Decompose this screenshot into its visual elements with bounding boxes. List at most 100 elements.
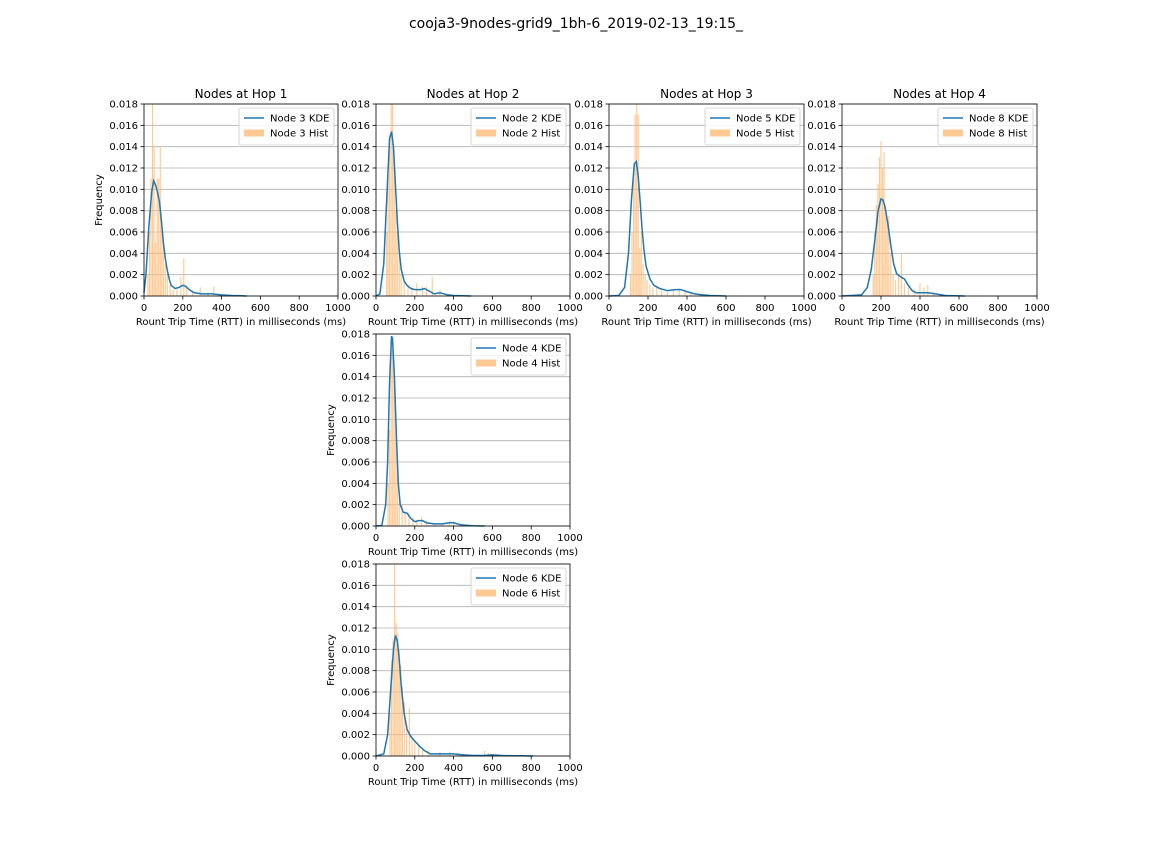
- x-tick-label: 1000: [791, 303, 816, 314]
- hist-bar: [903, 283, 905, 296]
- legend-label: Node 8 Hist: [969, 129, 1027, 140]
- hist-bar: [150, 178, 152, 296]
- hist-bar: [395, 622, 397, 756]
- hist-bar: [388, 430, 391, 526]
- hist-bar: [418, 743, 420, 756]
- x-tick-label: 200: [871, 303, 890, 314]
- y-tick-label: 0.010: [574, 185, 603, 196]
- y-tick-label: 0.008: [574, 206, 603, 217]
- axes-frame: [375, 333, 571, 527]
- hist-bar: [395, 210, 397, 296]
- y-tick-label: 0.006: [341, 228, 370, 239]
- hist-bar: [388, 146, 391, 296]
- y-tick-label: 0.000: [341, 292, 370, 303]
- hist-bar: [183, 258, 185, 296]
- hist-bar: [652, 287, 654, 296]
- hist-bar: [401, 686, 403, 756]
- y-tick-label: 0.010: [341, 185, 370, 196]
- hist-bar: [392, 350, 394, 526]
- x-tick-label: 400: [910, 303, 929, 314]
- x-tick-label: 800: [522, 303, 541, 314]
- y-tick-label: 0.000: [574, 292, 603, 303]
- hist-bar: [155, 242, 157, 296]
- hist-bar: [390, 660, 393, 756]
- hist-bar: [403, 280, 405, 296]
- hist-bar: [897, 274, 900, 296]
- y-tick-label: 0.004: [341, 709, 370, 720]
- hist-bar: [166, 274, 168, 296]
- kde-line: [143, 178, 247, 297]
- x-tick-label: 600: [483, 303, 502, 314]
- x-tick-label: 0: [373, 303, 379, 314]
- x-tick-label: 400: [212, 303, 231, 314]
- hist-bar: [400, 274, 402, 296]
- hist-bar: [684, 290, 686, 296]
- y-tick-label: 0.006: [807, 228, 836, 239]
- y-tick-label: 0.014: [574, 142, 603, 153]
- y-tick-label: 0.010: [341, 415, 370, 426]
- hist-bar: [176, 289, 178, 296]
- legend-label: Node 8 KDE: [969, 114, 1028, 125]
- hist-bar: [886, 221, 888, 296]
- hist-bar: [644, 274, 646, 296]
- hist-bar: [880, 141, 882, 296]
- hist-bar: [690, 292, 692, 296]
- hist-bar: [158, 178, 160, 296]
- legend-label: Node 4 Hist: [502, 359, 560, 370]
- figure-title: cooja3-9nodes-grid9_1bh-6_2019-02-13_19:…: [409, 16, 744, 32]
- y-axis-label: Frequency: [326, 634, 337, 686]
- hist-bar: [888, 216, 890, 296]
- axes-frame: [375, 103, 571, 297]
- legend-label: Node 2 Hist: [502, 129, 560, 140]
- legend-label: Node 6 Hist: [502, 589, 560, 600]
- hist-bar: [148, 232, 151, 296]
- hist-series: [629, 104, 692, 297]
- hist-bar: [389, 713, 391, 756]
- hist-bar: [414, 740, 416, 756]
- y-tick-label: 0.008: [341, 436, 370, 447]
- x-tick-label: 200: [405, 533, 424, 544]
- x-tick-label: 400: [444, 763, 463, 774]
- axes-frame: [375, 563, 571, 757]
- y-tick-label: 0.004: [341, 249, 370, 260]
- hist-bar: [923, 287, 925, 296]
- hist-bar: [913, 289, 915, 296]
- y-tick-label: 0.016: [341, 581, 370, 592]
- hist-bar: [874, 232, 876, 296]
- hist-bar: [878, 157, 881, 296]
- hist-bar: [386, 232, 388, 296]
- hist-bar: [421, 517, 423, 526]
- x-tick-label: 800: [522, 763, 541, 774]
- y-tick-label: 0.004: [109, 249, 138, 260]
- y-tick-label: 0.018: [109, 100, 138, 111]
- subplot-title: Nodes at Hop 4: [893, 87, 986, 101]
- y-tick-label: 0.008: [341, 206, 370, 217]
- x-tick-label: 200: [405, 303, 424, 314]
- hist-series: [389, 564, 490, 756]
- hist-series: [872, 141, 935, 296]
- hist-bar: [637, 114, 639, 297]
- subplot-title: Nodes at Hop 3: [660, 87, 753, 101]
- hist-bar: [666, 291, 669, 296]
- y-tick-label: 0.012: [807, 164, 836, 175]
- hist-bar: [396, 232, 398, 296]
- subplot-5: 0.000 0.002 0.004 0.006 0.008 0.010 0.012 0.014…: [326, 330, 583, 559]
- y-tick-label: 0.010: [109, 185, 138, 196]
- hist-bar: [890, 253, 892, 296]
- hist-bar: [408, 708, 410, 756]
- hist-bar: [403, 702, 405, 756]
- y-axis-label: Frequency: [94, 174, 105, 226]
- x-tick-label: 800: [755, 303, 774, 314]
- y-tick-label: 0.004: [574, 249, 603, 260]
- hist-bar: [411, 287, 413, 296]
- hist-bar: [412, 517, 414, 526]
- subplot-title: Nodes at Hop 1: [195, 87, 288, 101]
- subplot-3: 0.000 0.002 0.004 0.006 0.008 0.010 0.012 0.014…: [574, 87, 816, 328]
- hist-series: [386, 104, 441, 296]
- hist-bar: [453, 521, 455, 526]
- x-tick-label: 1000: [1024, 303, 1049, 314]
- y-tick-label: 0.012: [341, 164, 370, 175]
- y-tick-label: 0.008: [807, 206, 836, 217]
- hist-bar: [900, 253, 903, 296]
- hist-bar: [883, 152, 885, 296]
